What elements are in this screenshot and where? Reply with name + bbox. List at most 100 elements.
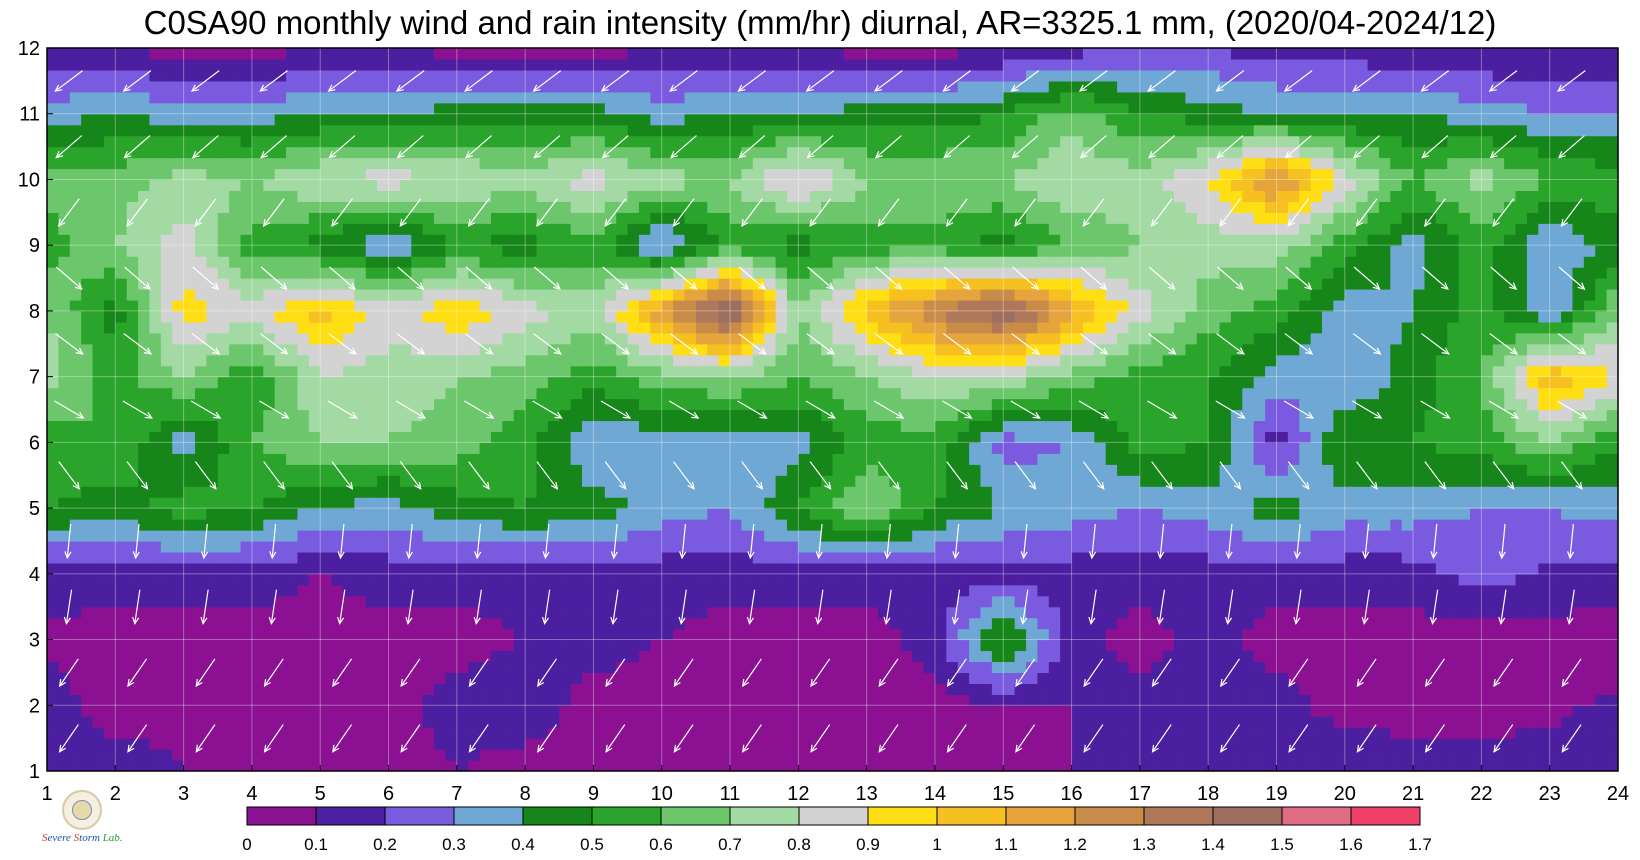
contour-cell	[1219, 420, 1232, 433]
contour-cell	[331, 442, 344, 454]
contour-cell	[1515, 683, 1528, 695]
contour-cell	[1606, 475, 1618, 487]
contour-cell	[138, 650, 151, 663]
contour-cell	[1196, 672, 1209, 684]
contour-cell	[1060, 716, 1073, 728]
contour-cell	[1253, 573, 1266, 586]
contour-cell	[980, 694, 993, 706]
contour-cell	[1105, 661, 1118, 674]
contour-cell	[900, 749, 913, 761]
contour-cell	[1595, 540, 1608, 553]
contour-cell	[1492, 540, 1505, 553]
contour-cell	[1117, 606, 1130, 619]
contour-cell	[980, 508, 993, 520]
contour-cell	[1242, 475, 1255, 487]
contour-cell	[570, 562, 583, 575]
contour-cell	[627, 431, 640, 443]
contour-cell	[194, 573, 207, 586]
contour-cell	[741, 573, 754, 586]
contour-cell	[92, 540, 105, 553]
contour-cell	[752, 387, 765, 400]
contour-cell	[1174, 409, 1187, 422]
contour-cell	[900, 387, 913, 400]
contour-cell	[115, 606, 128, 619]
contour-cell	[1219, 431, 1232, 443]
contour-cell	[684, 562, 697, 575]
contour-cell	[946, 628, 959, 641]
contour-cell	[1230, 628, 1243, 641]
contour-cell	[1572, 672, 1585, 684]
contour-cell	[832, 497, 845, 509]
contour-cell	[1526, 475, 1539, 487]
contour-cell	[866, 508, 879, 520]
contour-cell	[320, 595, 333, 608]
contour-cell	[1230, 409, 1243, 422]
contour-cell	[1378, 464, 1391, 476]
contour-cell	[1515, 573, 1528, 586]
contour-cell	[1561, 540, 1574, 553]
contour-cell	[1128, 606, 1141, 619]
contour-cell	[297, 760, 310, 771]
contour-cell	[1401, 595, 1414, 608]
contour-cell	[308, 431, 321, 443]
contour-cell	[866, 431, 879, 443]
contour-cell	[69, 453, 82, 465]
contour-cell	[991, 508, 1004, 520]
contour-cell	[627, 650, 640, 663]
contour-cell	[274, 376, 287, 389]
contour-cell	[1595, 431, 1608, 443]
contour-cell	[1128, 475, 1141, 487]
contour-cell	[627, 694, 640, 706]
contour-cell	[718, 672, 731, 684]
contour-cell	[1481, 573, 1494, 586]
contour-cell	[969, 760, 982, 771]
contour-cell	[251, 376, 264, 389]
contour-cell	[286, 540, 299, 553]
contour-cell	[1242, 617, 1255, 630]
contour-cell	[377, 650, 390, 663]
contour-cell	[308, 683, 321, 695]
contour-cell	[1094, 683, 1107, 695]
contour-cell	[616, 486, 629, 498]
contour-cell	[1242, 595, 1255, 608]
contour-cell	[707, 376, 720, 389]
contour-cell	[468, 431, 481, 443]
contour-cell	[490, 431, 503, 443]
contour-cell	[1367, 617, 1380, 630]
contour-cell	[1549, 584, 1562, 597]
contour-cell	[1082, 387, 1095, 400]
contour-cell	[490, 639, 503, 652]
contour-cell	[1037, 398, 1050, 411]
contour-cell	[798, 738, 811, 750]
contour-cell	[1606, 617, 1618, 630]
contour-cell	[638, 617, 651, 630]
contour-cell	[354, 672, 367, 684]
contour-cell	[1435, 606, 1448, 619]
contour-cell	[843, 738, 856, 750]
contour-cell	[342, 562, 355, 575]
contour-cell	[878, 562, 891, 575]
contour-cell	[912, 738, 925, 750]
contour-cell	[1060, 453, 1073, 465]
contour-cell	[1470, 639, 1482, 652]
contour-cell	[718, 727, 731, 739]
contour-cell	[1310, 420, 1323, 433]
contour-cell	[786, 628, 799, 641]
contour-cell	[445, 749, 458, 761]
contour-cell	[513, 672, 526, 684]
contour-cell	[1470, 453, 1482, 465]
contour-cell	[1151, 387, 1164, 400]
contour-cell	[194, 584, 207, 597]
contour-cell	[604, 519, 617, 531]
contour-cell	[513, 398, 526, 411]
contour-cell	[354, 398, 367, 411]
contour-cell	[673, 716, 686, 728]
contour-cell	[1356, 453, 1369, 465]
contour-cell	[1572, 573, 1585, 586]
contour-cell	[1014, 705, 1027, 717]
contour-cell	[1344, 442, 1357, 454]
contour-cell	[502, 705, 515, 717]
contour-cell	[969, 420, 982, 433]
contour-cell	[160, 409, 173, 422]
contour-cell	[786, 376, 799, 389]
